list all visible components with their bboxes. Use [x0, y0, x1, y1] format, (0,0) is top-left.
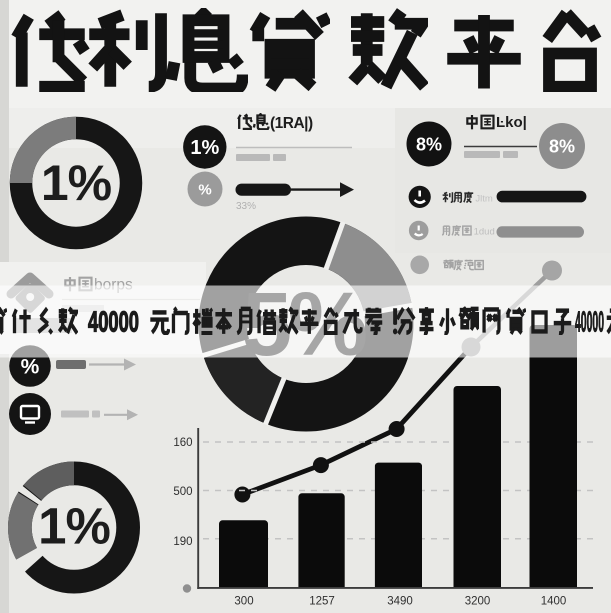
svg-text:40000: 40000	[88, 307, 139, 339]
svg-text:1%: 1%	[41, 155, 112, 211]
svg-text:500: 500	[173, 486, 192, 498]
svg-text:%: %	[198, 182, 211, 199]
svg-text:1%: 1%	[38, 498, 110, 555]
svg-text:1257: 1257	[309, 596, 335, 608]
svg-text:190: 190	[173, 536, 192, 548]
svg-text:Jltm: Jltm	[475, 194, 493, 205]
svg-text:1%: 1%	[190, 137, 219, 159]
svg-text:1dud: 1dud	[474, 227, 495, 238]
svg-text:8%: 8%	[549, 137, 575, 157]
svg-text:300: 300	[234, 596, 253, 608]
svg-text:(1RA|): (1RA|)	[270, 115, 313, 132]
svg-text:33%: 33%	[236, 201, 256, 212]
svg-text:3490: 3490	[387, 596, 413, 608]
svg-text:Ŀko|: Ŀko|	[496, 114, 527, 131]
svg-text:8%: 8%	[416, 135, 442, 155]
svg-text:160: 160	[173, 437, 192, 449]
svg-text:%: %	[21, 356, 40, 379]
svg-text:40000: 40000	[575, 307, 604, 339]
svg-text:1400: 1400	[541, 596, 567, 608]
svg-text:3200: 3200	[465, 596, 491, 608]
